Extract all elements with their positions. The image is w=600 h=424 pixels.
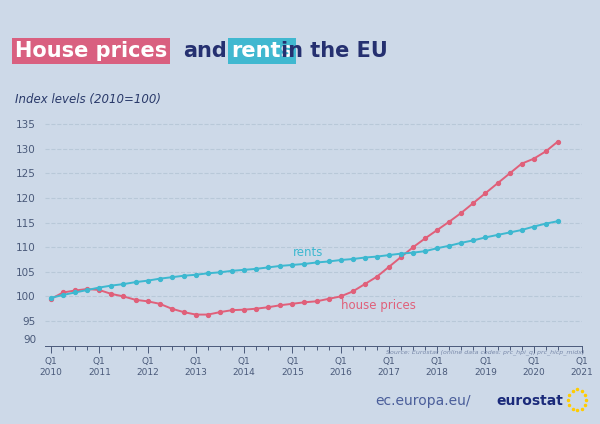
Text: rents: rents (231, 41, 293, 61)
Text: rents: rents (292, 246, 323, 259)
Text: 90: 90 (23, 335, 37, 345)
Text: House prices: House prices (15, 41, 167, 61)
Text: in the EU: in the EU (281, 41, 388, 61)
Text: ec.europa.eu/: ec.europa.eu/ (375, 393, 470, 408)
Text: eurostat: eurostat (496, 393, 563, 408)
Text: Source: Eurostat (online data codes: prc_hpi_q, prc_hicp_midx): Source: Eurostat (online data codes: prc… (386, 350, 585, 355)
Text: and: and (183, 41, 227, 61)
Text: house prices: house prices (341, 298, 416, 312)
Text: Index levels (2010=100): Index levels (2010=100) (15, 93, 161, 106)
